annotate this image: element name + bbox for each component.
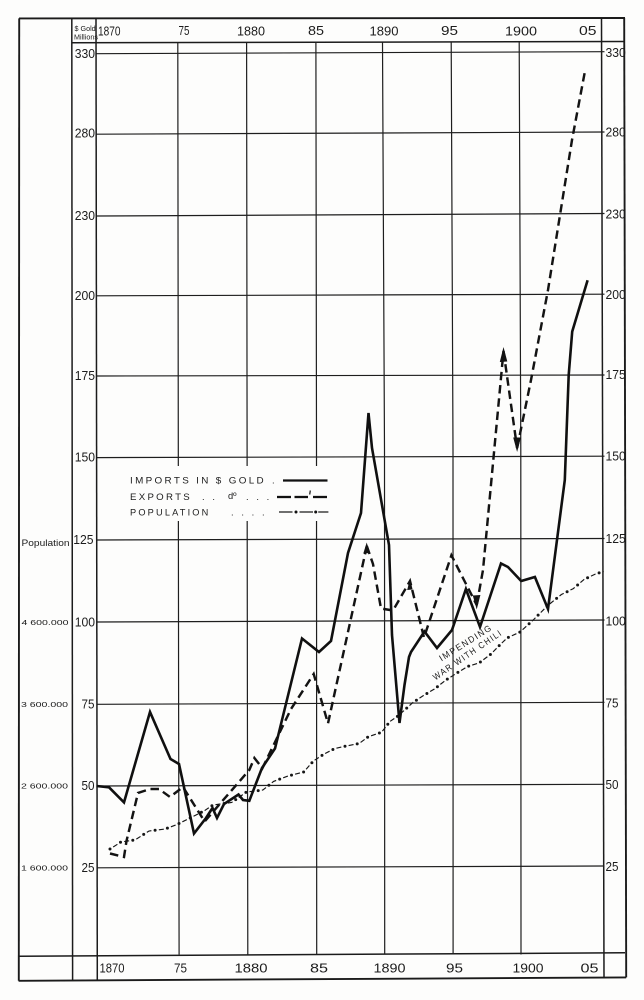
svg-text:4 600.000: 4 600.000 — [22, 618, 69, 627]
svg-text:. . . .: . . . . — [231, 508, 265, 518]
svg-text:230: 230 — [606, 207, 626, 222]
svg-text:IMPORTS IN $ GOLD: IMPORTS IN $ GOLD — [130, 476, 266, 486]
svg-text:330: 330 — [606, 45, 626, 60]
svg-text:100: 100 — [606, 614, 626, 629]
svg-text:Population: Population — [22, 538, 70, 548]
svg-text:50: 50 — [82, 778, 95, 793]
svg-text:25: 25 — [606, 859, 619, 874]
svg-text:. . .: . . . — [246, 492, 269, 502]
svg-text:2 600.000: 2 600.000 — [21, 782, 68, 791]
svg-text:125: 125 — [606, 531, 626, 546]
svg-text:25: 25 — [82, 860, 95, 875]
svg-text:1870: 1870 — [98, 25, 121, 39]
svg-text:150: 150 — [606, 449, 626, 464]
svg-text:330: 330 — [75, 46, 95, 61]
svg-text:95: 95 — [441, 24, 458, 38]
svg-text:50: 50 — [606, 777, 619, 792]
svg-text:125: 125 — [73, 532, 93, 547]
svg-text:100: 100 — [75, 615, 95, 630]
svg-text:95: 95 — [446, 962, 463, 976]
svg-text:85: 85 — [310, 962, 328, 976]
svg-text:1900: 1900 — [505, 25, 537, 39]
svg-text:1870: 1870 — [100, 962, 125, 976]
svg-text:05: 05 — [581, 962, 599, 976]
svg-text:3 600.000: 3 600.000 — [21, 700, 68, 709]
svg-text:175: 175 — [606, 367, 626, 382]
svg-text:280: 280 — [606, 125, 626, 140]
svg-text:. .: . . — [202, 492, 215, 502]
svg-text:.: . — [272, 476, 275, 486]
svg-text:1900: 1900 — [513, 962, 544, 976]
svg-text:1880: 1880 — [235, 962, 268, 976]
svg-text:200: 200 — [606, 287, 626, 302]
svg-text:Millions: Millions — [74, 33, 98, 42]
svg-text:75: 75 — [179, 24, 190, 38]
svg-text:175: 175 — [75, 368, 95, 383]
svg-text:85: 85 — [308, 24, 324, 38]
svg-text:230: 230 — [75, 208, 95, 223]
svg-text:75: 75 — [174, 962, 187, 976]
svg-text:1 600.000: 1 600.000 — [21, 864, 68, 873]
svg-text:75: 75 — [82, 697, 95, 712]
svg-text:EXPORTS: EXPORTS — [130, 492, 192, 502]
svg-text:dº: dº — [228, 491, 237, 501]
svg-text:$ Gold: $ Gold — [75, 24, 96, 33]
svg-text:200: 200 — [75, 288, 95, 303]
svg-text:1890: 1890 — [370, 25, 399, 39]
svg-text:1880: 1880 — [237, 25, 265, 39]
svg-text:1890: 1890 — [374, 962, 406, 976]
svg-text:150: 150 — [75, 450, 95, 465]
svg-text:280: 280 — [75, 126, 95, 141]
svg-text:POPULATION: POPULATION — [130, 508, 211, 518]
svg-text:75: 75 — [606, 696, 619, 711]
svg-text:05: 05 — [579, 24, 597, 38]
